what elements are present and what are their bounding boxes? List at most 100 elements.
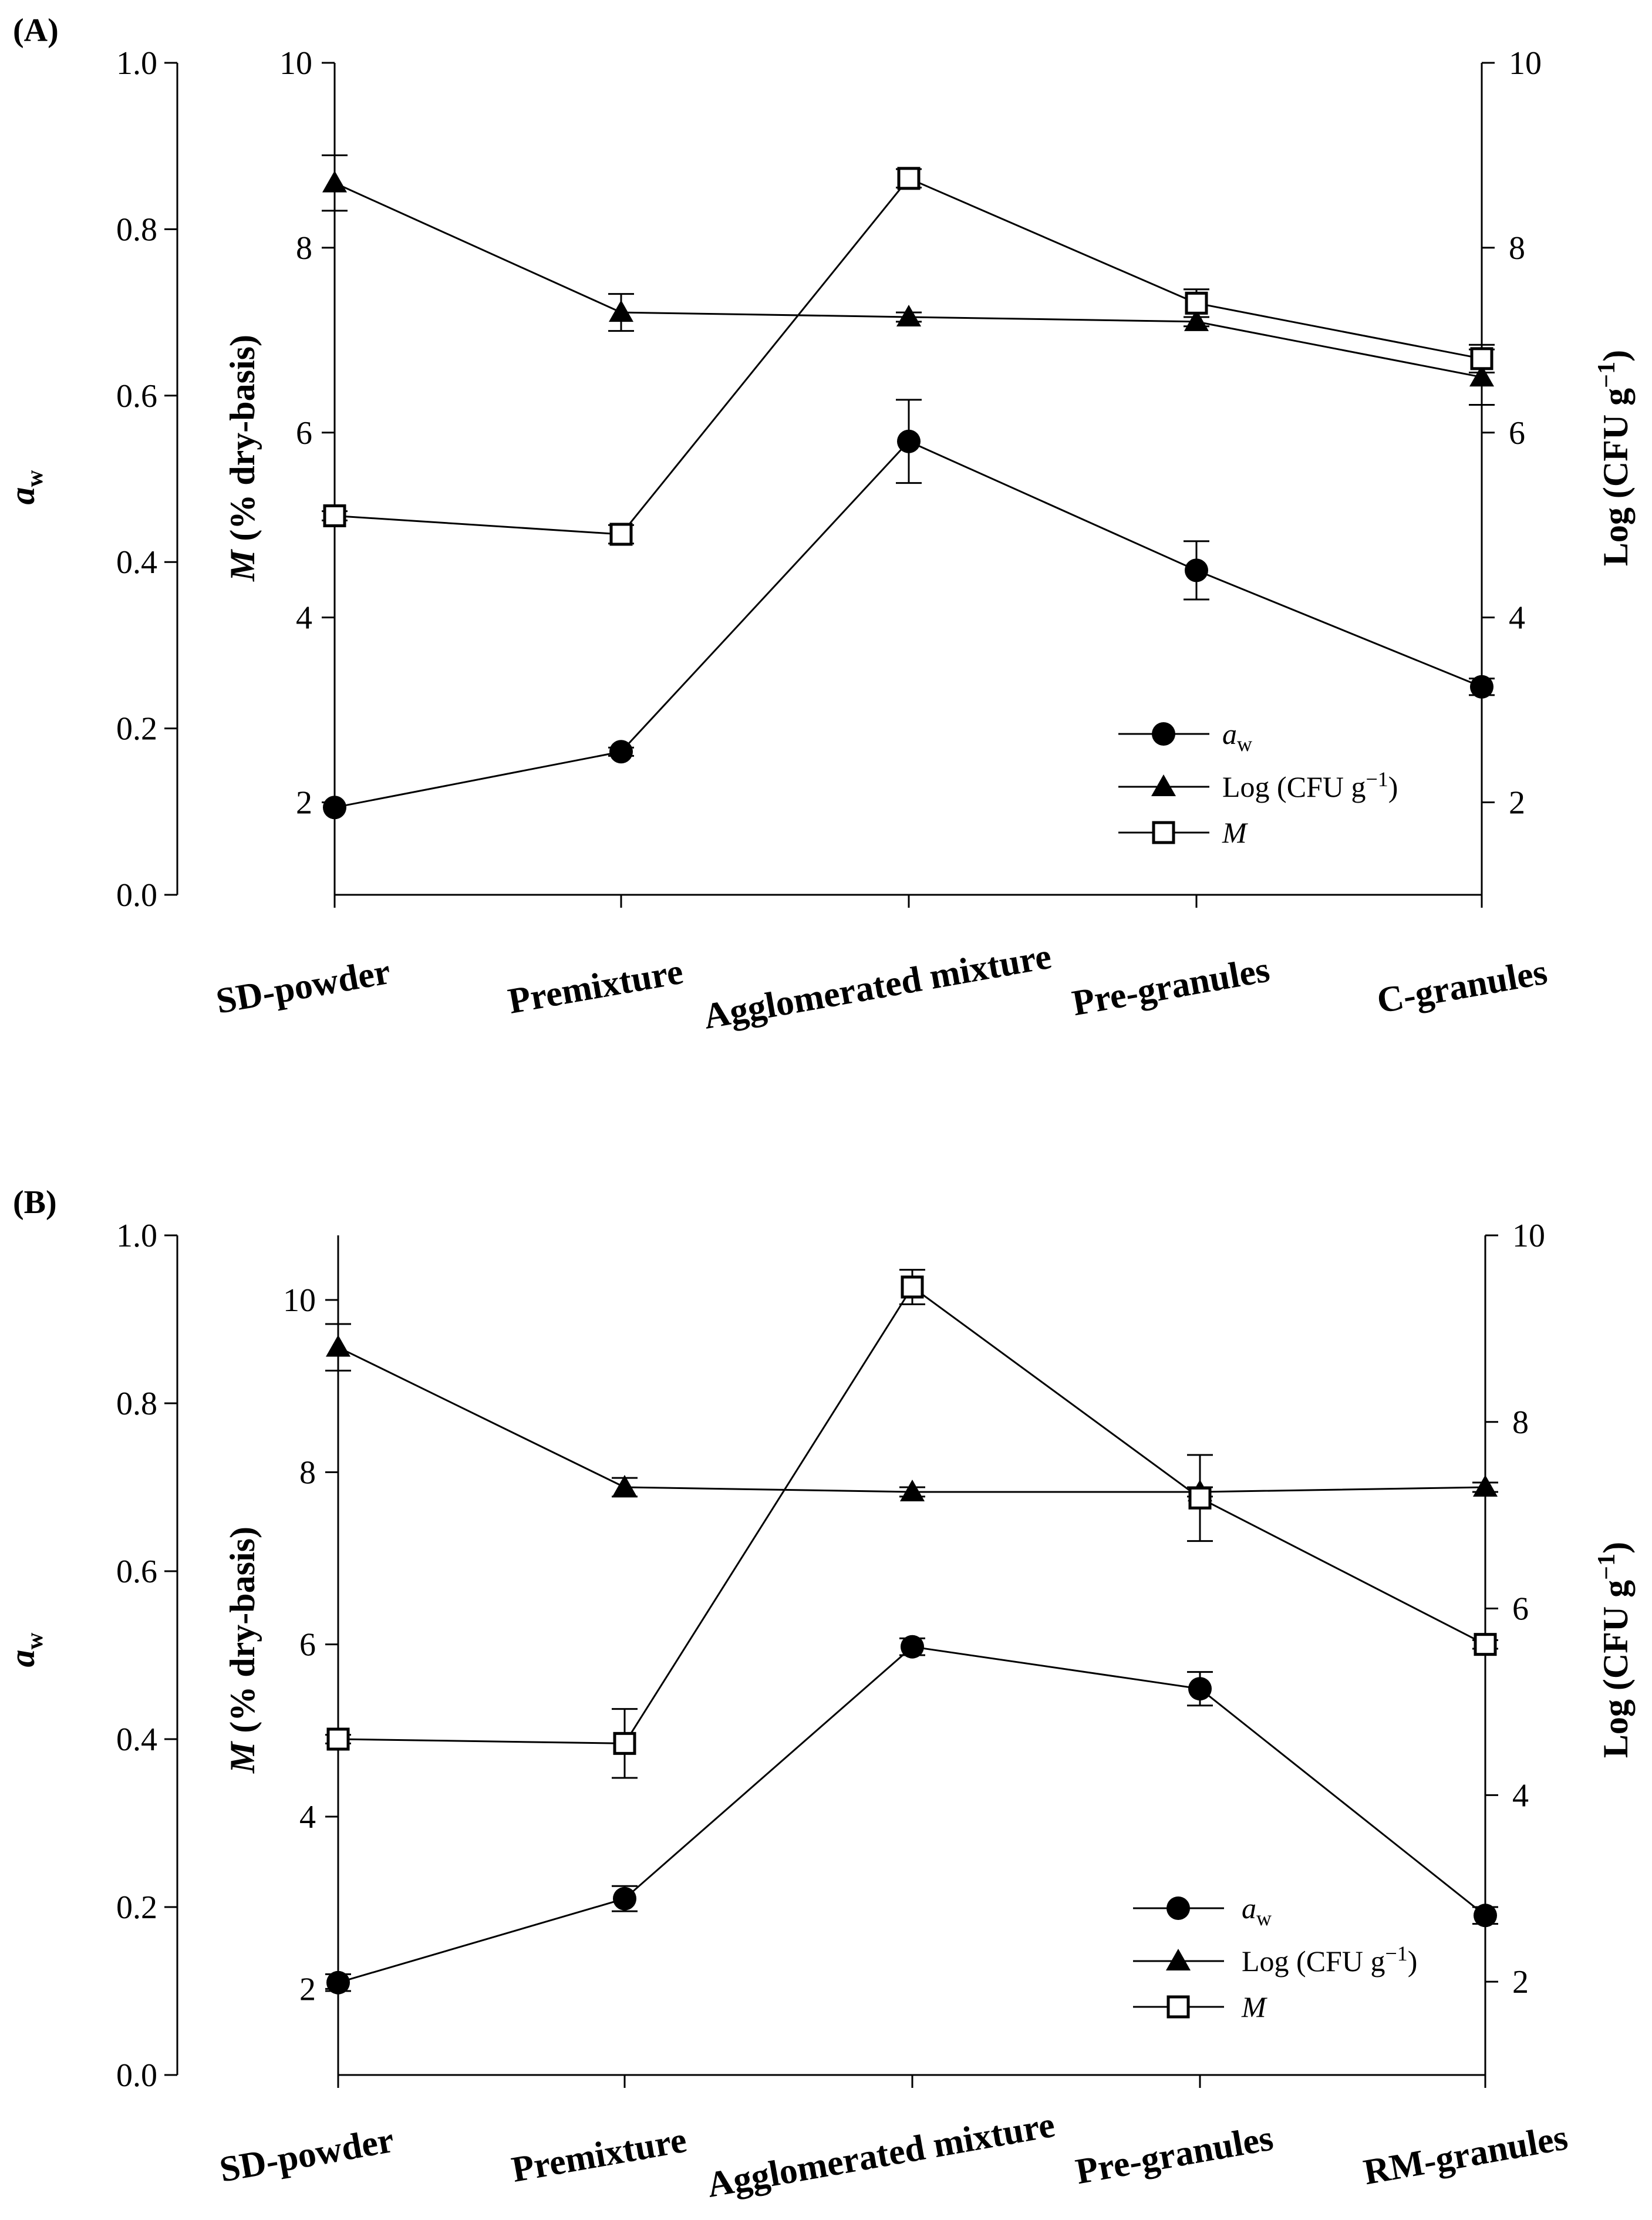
inner-axis-title-italic: M — [223, 1740, 262, 1774]
legend-label-end: ) — [1408, 1945, 1418, 1978]
right-axis-title-sup: −1 — [1593, 362, 1620, 388]
inner-axis-tick-label: 2 — [296, 785, 312, 821]
right-axis-title-end: ) — [1596, 1542, 1635, 1554]
data-point — [609, 523, 633, 546]
legend: aw Log (CFU g−1) M — [1118, 717, 1398, 849]
right-axis-title-end: ) — [1596, 350, 1635, 362]
inner-axis-tick-label: 4 — [299, 1799, 316, 1835]
inner-axis-title-italic: M — [223, 548, 262, 582]
right-axis-title: Log (CFU g−1) — [1593, 1542, 1635, 1758]
outer-axis-tick-label: 0.8 — [116, 1386, 157, 1422]
inner-axis-tick-label: 2 — [299, 1971, 316, 2007]
data-point — [1474, 1633, 1497, 1656]
data-point — [613, 1731, 636, 1755]
data-point — [326, 1335, 350, 1357]
data-point — [897, 167, 921, 190]
outer-axis-tick-label: 0.8 — [116, 211, 157, 248]
legend-label-main: M — [1222, 816, 1248, 849]
legend-label: aw — [1222, 717, 1252, 756]
outer-axis-title-subscript: w — [21, 470, 48, 487]
legend-label-sup: −1 — [1366, 767, 1388, 791]
series-open-square — [322, 167, 1495, 546]
inner-axis-tick-label: 6 — [299, 1627, 316, 1663]
x-category-label: Premixture — [505, 952, 686, 1022]
data-point — [1185, 291, 1208, 315]
data-point — [1185, 558, 1208, 582]
inner-axis-tick-label: 8 — [296, 230, 312, 267]
panel-label: (B) — [13, 1184, 57, 1221]
right-axis-tick-label: 10 — [1509, 45, 1542, 82]
outer-axis-tick-label: 0.4 — [116, 1722, 157, 1758]
right-axis-tick-label: 8 — [1509, 230, 1525, 267]
legend-label-main: a — [1242, 1892, 1256, 1925]
data-point — [609, 740, 633, 764]
inner-axis-tick-label: 4 — [296, 600, 312, 636]
series-line — [334, 182, 1482, 378]
outer-axis-tick-label: 0.2 — [116, 711, 157, 747]
series-filled-circle — [325, 1635, 1498, 1995]
data-point — [1470, 347, 1493, 370]
outer-axis-tick-label: 0.2 — [116, 1889, 157, 1926]
data-point — [326, 1727, 350, 1751]
outer-axis-tick-label: 0.6 — [116, 378, 157, 415]
legend-label-subscript: w — [1256, 1906, 1272, 1930]
legend-marker — [1152, 722, 1175, 746]
legend-label: M — [1241, 1990, 1267, 2023]
legend-label-subscript: w — [1237, 732, 1252, 756]
right-axis-title-main: Log (CFU g — [1596, 1580, 1635, 1758]
inner-axis-tick-label: 6 — [296, 415, 312, 452]
inner-axis-title-rest: (% dry-basis) — [223, 335, 262, 550]
x-category-label: RM-granules — [1361, 2117, 1571, 2192]
right-axis-title: Log (CFU g−1) — [1593, 350, 1635, 566]
right-axis-tick-label: 4 — [1509, 600, 1525, 636]
x-category-label: SD-powder — [213, 952, 393, 1022]
legend-label-sup: −1 — [1385, 1942, 1407, 1965]
legend-marker — [1166, 1995, 1190, 2019]
outer-axis-tick-label: 0.0 — [116, 877, 157, 914]
inner-axis-tick-label: 10 — [283, 1282, 316, 1319]
right-axis-tick-label: 8 — [1512, 1404, 1529, 1441]
x-category-label: C-granules — [1374, 952, 1550, 1021]
x-category-label: Pre-granules — [1069, 949, 1272, 1023]
legend-marker — [1151, 774, 1176, 796]
outer-axis-title: aw — [3, 470, 48, 504]
series-line — [338, 1285, 1486, 1744]
right-axis-tick-label: 6 — [1512, 1591, 1529, 1628]
right-axis-tick-label: 2 — [1512, 1964, 1529, 2000]
data-point — [613, 1887, 636, 1911]
legend-marker — [1152, 821, 1175, 844]
right-axis-tick-label: 6 — [1509, 415, 1525, 452]
data-point — [1469, 365, 1494, 387]
legend-label: M — [1222, 816, 1248, 849]
outer-axis-title-main: a — [3, 1649, 42, 1667]
series-line — [338, 1346, 1486, 1493]
data-point — [896, 304, 921, 326]
data-point — [323, 796, 346, 820]
data-point — [900, 1479, 925, 1501]
legend-label-main: Log (CFU g — [1222, 770, 1366, 803]
legend-marker — [1166, 1896, 1190, 1920]
series-filled-circle — [323, 399, 1495, 820]
legend-label-main: a — [1222, 717, 1237, 750]
outer-axis-tick-label: 1.0 — [116, 45, 157, 82]
inner-axis-title: M (% dry-basis) — [223, 335, 262, 582]
outer-axis-tick-label: 1.0 — [116, 1218, 157, 1254]
legend-label-end: ) — [1388, 770, 1398, 803]
x-category-label: Pre-granules — [1073, 2118, 1276, 2192]
right-axis-tick-label: 2 — [1509, 785, 1525, 821]
legend-label: aw — [1242, 1892, 1272, 1930]
data-point — [1473, 1475, 1498, 1497]
data-point — [901, 1275, 924, 1299]
right-axis-title-main: Log (CFU g — [1596, 388, 1635, 566]
inner-axis-tick-label: 8 — [299, 1454, 316, 1491]
inner-axis-title-rest: (% dry-basis) — [223, 1527, 262, 1742]
legend-label-main: Log (CFU g — [1242, 1945, 1385, 1978]
data-point — [323, 504, 346, 527]
outer-axis-tick-label: 0.4 — [116, 544, 157, 581]
outer-axis-tick-label: 0.0 — [116, 2057, 157, 2094]
data-point — [609, 300, 633, 322]
data-point — [1188, 1486, 1212, 1510]
right-axis-title-sup: −1 — [1593, 1554, 1620, 1580]
series-line — [334, 440, 1482, 809]
